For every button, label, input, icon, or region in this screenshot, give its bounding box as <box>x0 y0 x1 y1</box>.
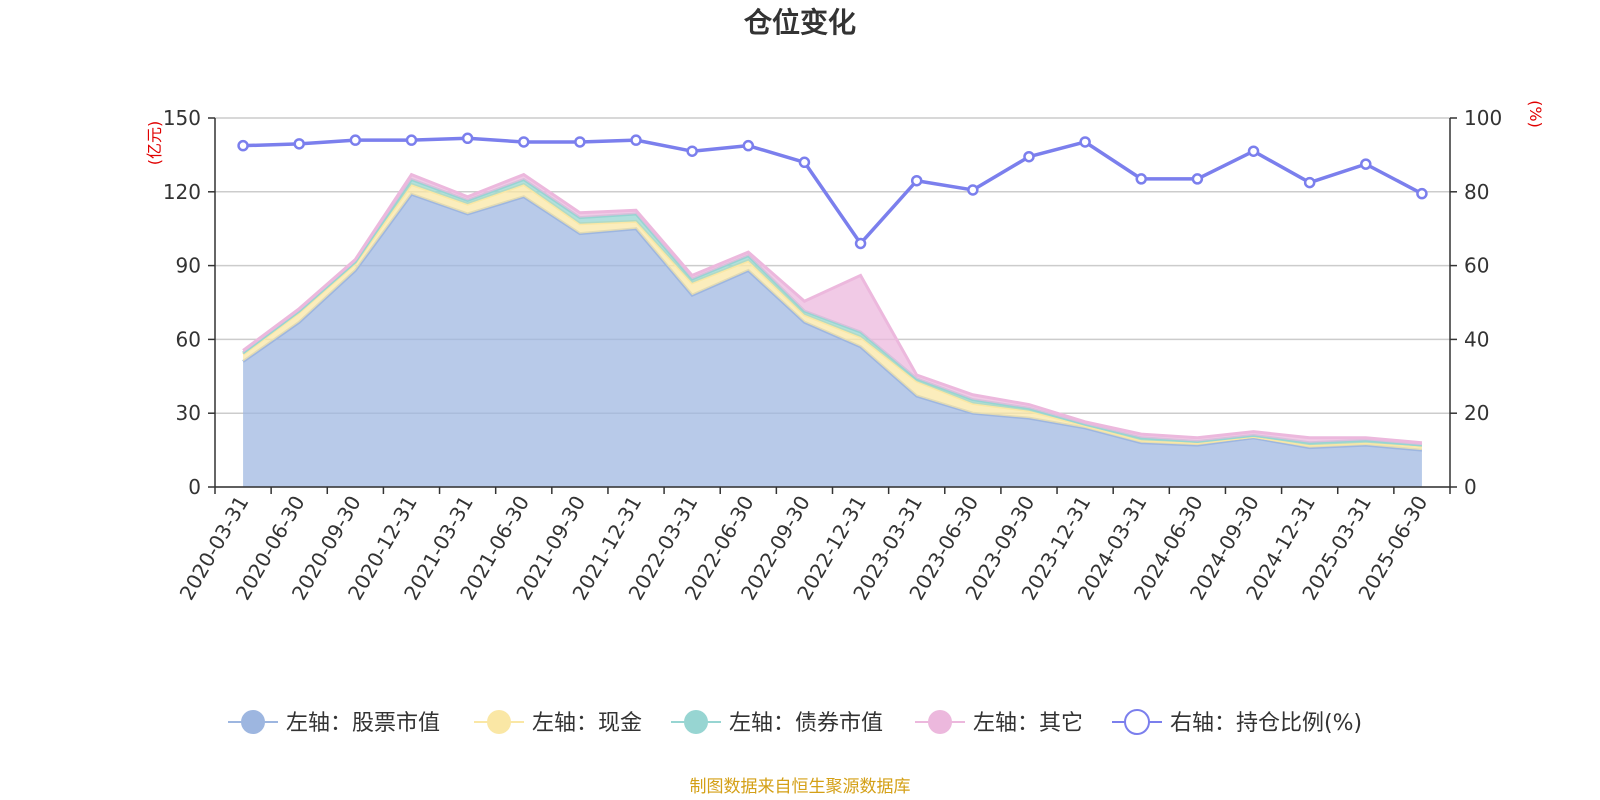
ratio-point[interactable] <box>1247 145 1260 157</box>
ratio-point[interactable] <box>461 132 474 145</box>
left-tick-label: 60 <box>176 327 201 351</box>
left-tick-label: 90 <box>176 254 201 278</box>
legend-item-3[interactable]: 左轴：债券市值 <box>671 710 883 736</box>
legend-marker <box>928 710 952 734</box>
ratio-point[interactable] <box>910 174 923 187</box>
right-tick-label: 20 <box>1464 401 1489 425</box>
chart-title: 仓位变化 <box>744 6 856 39</box>
legend-label: 左轴：股票市值 <box>286 711 440 736</box>
ratio-point[interactable] <box>1416 187 1428 200</box>
legend-item-2[interactable]: 左轴：现金 <box>474 710 642 736</box>
stacked-areas <box>242 172 1423 487</box>
ratio-point[interactable] <box>798 156 811 169</box>
right-tick-label: 40 <box>1464 327 1489 351</box>
legend[interactable]: 左轴：股票市值 左轴：现金 左轴：债券市值 左轴：其它 右轴：持仓比例(%) <box>228 709 1362 736</box>
left-tick-label: 0 <box>188 475 201 499</box>
ratio-point[interactable] <box>967 184 979 196</box>
left-axis-unit: (亿元) <box>145 121 164 166</box>
ratio-point[interactable] <box>237 139 249 152</box>
area-series-1 <box>243 194 1422 487</box>
ratio-point[interactable] <box>1135 173 1147 185</box>
right-tick-label: 80 <box>1464 180 1489 204</box>
legend-item-4[interactable]: 左轴：其它 <box>915 710 1083 736</box>
area-series-4 <box>243 174 1422 446</box>
ratio-point[interactable] <box>630 134 642 146</box>
ratio-point[interactable] <box>1360 158 1372 170</box>
ratio-point[interactable] <box>1191 173 1204 185</box>
legend-item-5[interactable]: 右轴：持仓比例(%) <box>1112 709 1362 736</box>
source-note: 制图数据来自恒生聚源数据库 <box>690 777 911 797</box>
ratio-line <box>243 136 1423 246</box>
ratio-point[interactable] <box>293 138 305 150</box>
ratio-point[interactable] <box>686 145 698 157</box>
legend-marker <box>1124 709 1150 735</box>
left-tick-label: 30 <box>176 401 201 425</box>
right-tick-label: 60 <box>1464 254 1489 278</box>
right-tick-label: 0 <box>1464 475 1477 499</box>
legend-item-1[interactable]: 左轴：股票市值 <box>228 710 440 736</box>
ratio-point[interactable] <box>518 136 530 148</box>
legend-label: 左轴：现金 <box>532 711 642 736</box>
left-tick-label: 150 <box>163 106 201 130</box>
ratio-point[interactable] <box>1023 150 1035 163</box>
area-edge-series-4 <box>242 172 1423 445</box>
ratio-point[interactable] <box>854 237 867 250</box>
legend-label: 右轴：持仓比例(%) <box>1170 711 1362 736</box>
right-axis-unit: (%) <box>1526 100 1545 128</box>
legend-label: 左轴：债券市值 <box>729 711 883 736</box>
legend-marker <box>684 710 708 734</box>
legend-marker <box>487 710 511 734</box>
ratio-point[interactable] <box>405 134 418 146</box>
ratio-point[interactable] <box>742 139 755 152</box>
legend-marker <box>241 710 265 734</box>
ratio-line-layer <box>237 132 1428 250</box>
ratio-point[interactable] <box>1079 136 1091 148</box>
left-tick-label: 120 <box>163 180 201 204</box>
ratio-point[interactable] <box>574 136 586 148</box>
right-tick-label: 100 <box>1464 106 1502 130</box>
ratio-point[interactable] <box>1303 176 1316 189</box>
legend-label: 左轴：其它 <box>973 711 1083 736</box>
ratio-point[interactable] <box>349 134 362 146</box>
